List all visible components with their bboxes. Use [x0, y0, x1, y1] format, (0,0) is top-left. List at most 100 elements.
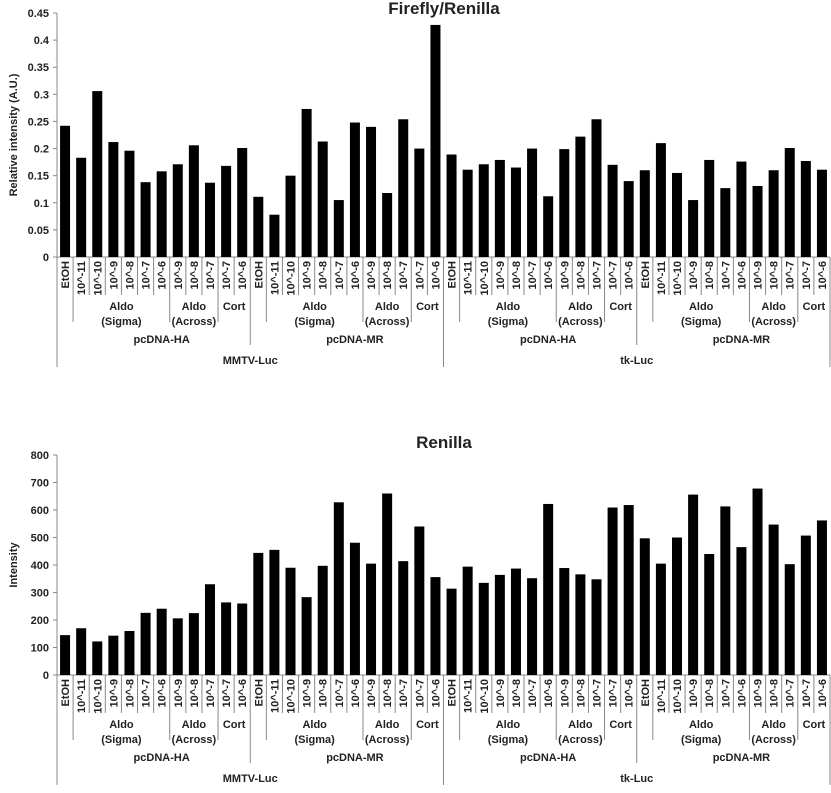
- bar: [269, 549, 280, 675]
- bar: [237, 603, 248, 675]
- bar: [768, 170, 779, 257]
- x-tick-label: 10^-7: [141, 261, 153, 289]
- x-tick-label: EtOH: [253, 679, 265, 707]
- x-tick-label: EtOH: [640, 261, 652, 289]
- bar: [285, 175, 296, 257]
- bar: [188, 145, 199, 257]
- compound-label: Aldo: [109, 301, 134, 313]
- vector-label: pcDNA-HA: [520, 334, 576, 346]
- compound-label: Aldo: [302, 719, 327, 731]
- bar: [382, 193, 393, 257]
- bar: [623, 505, 634, 675]
- x-tick-label: 10^-6: [817, 261, 829, 289]
- bar: [430, 24, 441, 257]
- bar: [140, 612, 151, 675]
- x-tick-label: 10^-8: [124, 261, 136, 289]
- x-tick-label: 10^-8: [575, 261, 587, 289]
- compound-label: (Sigma): [488, 316, 529, 328]
- x-tick-label: 10^-6: [237, 679, 249, 707]
- x-tick-label: 10^-9: [302, 261, 314, 289]
- x-tick-label: 10^-8: [318, 261, 330, 289]
- y-tick-label: 0.15: [28, 171, 49, 183]
- bar: [108, 142, 119, 257]
- y-tick-label: 0.1: [34, 198, 49, 210]
- bar: [204, 584, 215, 675]
- vector-label: pcDNA-MR: [713, 752, 770, 764]
- bar: [672, 172, 683, 257]
- x-tick-label: 10^-6: [430, 679, 442, 707]
- chart-renilla: Renilla Intensity 0 100 200 300 400 500 600 700 80…: [8, 433, 831, 785]
- x-tick-label: 10^-7: [414, 679, 426, 707]
- compound-label: Aldo: [689, 719, 714, 731]
- bar: [462, 169, 473, 257]
- x-tick-label: 10^-7: [785, 679, 797, 707]
- y-tick-label: 400: [31, 560, 49, 572]
- bar: [623, 181, 634, 257]
- compound-label: (Across): [172, 734, 217, 746]
- x-tick-label: 10^-10: [479, 679, 491, 714]
- compound-label: (Across): [365, 734, 410, 746]
- x-tick-label: 10^-11: [269, 679, 281, 713]
- x-tick-label: 10^-7: [221, 261, 233, 289]
- bar: [494, 159, 505, 257]
- compound-label: Cort: [416, 301, 439, 313]
- compound-label: Aldo: [761, 719, 786, 731]
- bar: [736, 547, 747, 675]
- x-tick-label: 10^-6: [543, 261, 555, 289]
- bar: [736, 161, 747, 257]
- bar: [414, 526, 425, 675]
- x-tick-label: 10^-7: [720, 261, 732, 289]
- bar: [333, 502, 344, 675]
- x-tick-label: 10^-6: [624, 261, 636, 289]
- bar: [575, 574, 586, 675]
- bar: [494, 574, 505, 675]
- x-tick-label: 10^-10: [672, 679, 684, 714]
- bar: [92, 91, 103, 257]
- vector-label: pcDNA-HA: [134, 752, 190, 764]
- x-tick-label: 10^-8: [511, 679, 523, 707]
- x-tick-label: 10^-8: [769, 261, 781, 289]
- vector-label: pcDNA-HA: [134, 334, 190, 346]
- bar: [349, 122, 360, 257]
- x-tick-label: 10^-7: [591, 679, 603, 707]
- bar: [269, 214, 280, 257]
- compound-label: Cort: [223, 301, 246, 313]
- x-tick-label: 10^-9: [753, 261, 765, 289]
- bar: [816, 169, 827, 257]
- bar: [478, 164, 489, 257]
- bar: [527, 148, 538, 257]
- bar: [285, 567, 296, 675]
- bar: [156, 171, 167, 257]
- x-tick-label: 10^-11: [76, 261, 88, 295]
- bar: [559, 149, 570, 257]
- compound-label: Aldo: [496, 301, 521, 313]
- x-tick-label: 10^-7: [221, 679, 233, 707]
- x-tick-label: 10^-8: [769, 679, 781, 707]
- bar: [140, 182, 151, 257]
- y-tick-label: 0.2: [34, 144, 49, 156]
- compound-label: Aldo: [761, 301, 786, 313]
- bar: [816, 520, 827, 675]
- x-tick-label: 10^-8: [189, 679, 201, 707]
- bar: [76, 157, 87, 257]
- bar: [60, 635, 71, 675]
- x-tick-label: 10^-10: [286, 261, 298, 296]
- bar: [784, 564, 795, 675]
- bar: [76, 628, 87, 675]
- compound-label: Aldo: [689, 301, 714, 313]
- bar: [172, 164, 183, 257]
- x-tick-label: 10^-6: [624, 679, 636, 707]
- bar: [607, 507, 618, 675]
- y-tick-label: 100: [31, 643, 49, 655]
- bar: [349, 542, 360, 675]
- y-axis-label: Relative intensity (A.U.): [8, 73, 20, 196]
- x-tick-label: 10^-6: [350, 261, 362, 289]
- compound-label: (Across): [751, 734, 796, 746]
- bar: [607, 164, 618, 257]
- y-tick-label: 0.4: [34, 35, 50, 47]
- x-tick-label: 10^-9: [173, 261, 185, 289]
- x-tick-label: 10^-11: [463, 261, 475, 295]
- bar: [543, 196, 554, 257]
- compound-label: (Sigma): [488, 734, 529, 746]
- x-tick-label: 10^-9: [495, 261, 507, 289]
